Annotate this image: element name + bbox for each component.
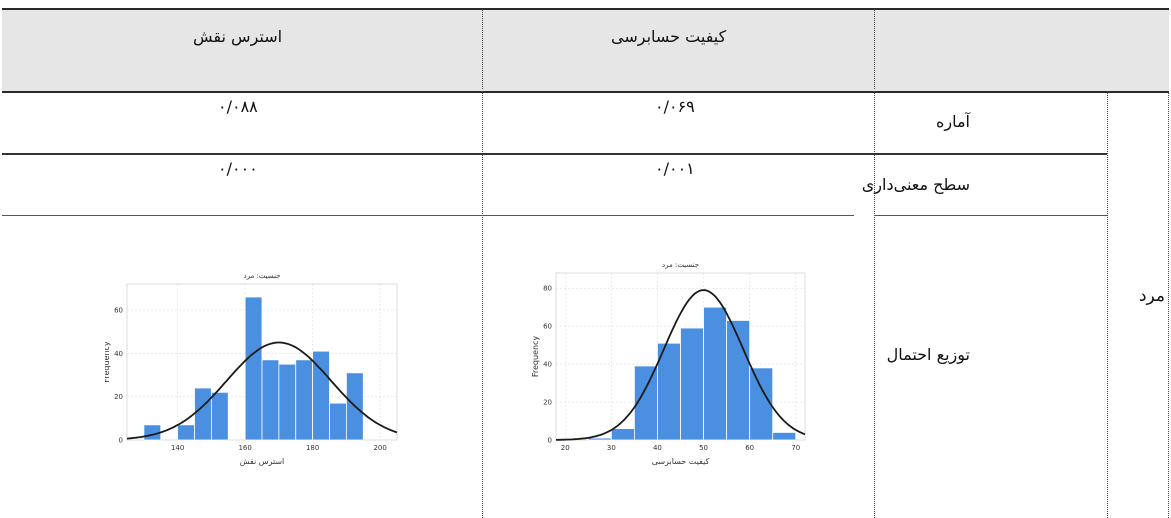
x-tick-label: 60 — [745, 444, 754, 452]
x-axis-title: کیفیت حسابرسی — [652, 457, 710, 466]
chart-title: جنسیت: مرد — [244, 272, 281, 280]
histogram-bar — [295, 359, 314, 441]
table-header-row — [2, 8, 1169, 93]
y-tick-label: 40 — [114, 350, 123, 358]
row-divider-2 — [2, 215, 854, 216]
x-tick-label: 20 — [561, 444, 570, 452]
x-tick-label: 180 — [306, 444, 319, 452]
chart-title: جنسیت: مرد — [662, 261, 699, 269]
column-divider-header-2 — [874, 9, 875, 89]
histogram-role-stress: 0 20 40 60 140 160 180 200 جنسیت: مرد استرس نقش Fr… — [105, 272, 398, 466]
value-statistic-audit-quality: ۰/۰۶۹ — [655, 97, 695, 116]
column-divider-right — [1168, 91, 1169, 518]
histogram-bar — [244, 296, 263, 441]
y-axis-title: Frequency — [105, 341, 111, 383]
histogram-bar — [703, 306, 728, 441]
column-header-audit-quality: کیفیت حسابرسی — [611, 27, 727, 46]
value-significance-role-stress: ۰/۰۰۰ — [218, 159, 258, 178]
y-tick-label: 60 — [543, 323, 552, 331]
histogram-bar — [772, 432, 797, 441]
x-tick-label: 50 — [699, 444, 708, 452]
y-tick-label: 80 — [543, 285, 552, 293]
y-tick-label: 40 — [543, 361, 552, 369]
y-axis-title: Frequency — [531, 336, 540, 378]
x-tick-label: 200 — [373, 444, 386, 452]
row-divider-1 — [2, 153, 1107, 155]
y-tick-label: 0 — [548, 437, 552, 445]
column-divider-body-2 — [874, 91, 875, 518]
y-tick-label: 20 — [543, 399, 552, 407]
row-divider-2b — [874, 215, 1107, 216]
column-divider-body-1 — [482, 91, 483, 518]
x-tick-label: 30 — [607, 444, 616, 452]
x-tick-label: 40 — [653, 444, 662, 452]
histogram-bar — [177, 424, 195, 441]
column-header-role-stress: استرس نقش — [193, 27, 283, 46]
column-divider-header-1 — [482, 9, 483, 89]
y-tick-label: 0 — [119, 437, 123, 445]
row-label-significance: سطح معنی‌داری — [861, 175, 970, 194]
column-divider-body-3 — [1107, 91, 1108, 518]
histogram-audit-quality: 0 20 40 60 80 20 30 40 50 60 70 جنسیت: مرد کیفیت حسا… — [531, 261, 806, 466]
row-label-distribution: توزیع احتمال — [886, 345, 970, 364]
y-tick-label: 20 — [114, 393, 123, 401]
histogram-bar — [194, 387, 212, 441]
normal-curve — [126, 341, 398, 440]
histogram-bar — [261, 359, 280, 441]
x-axis-title: استرس نقش — [240, 457, 285, 466]
y-tick-label: 60 — [114, 307, 123, 315]
histogram-bar — [749, 367, 774, 441]
histogram-bar — [329, 402, 347, 441]
x-tick-label: 70 — [791, 444, 800, 452]
group-label-male: مرد — [1138, 286, 1165, 306]
x-tick-label: 140 — [171, 444, 184, 452]
x-tick-label: 160 — [238, 444, 251, 452]
value-statistic-role-stress: ۰/۰۸۸ — [218, 97, 258, 116]
value-significance-audit-quality: ۰/۰۰۱ — [655, 159, 695, 178]
normal-curve — [555, 289, 806, 441]
histogram-bar — [278, 363, 297, 441]
row-label-statistic: آماره — [936, 112, 970, 131]
histogram-bar — [680, 327, 704, 441]
histogram-bar — [587, 437, 612, 441]
histogram-bar — [610, 428, 635, 441]
histogram-bar — [210, 391, 229, 441]
